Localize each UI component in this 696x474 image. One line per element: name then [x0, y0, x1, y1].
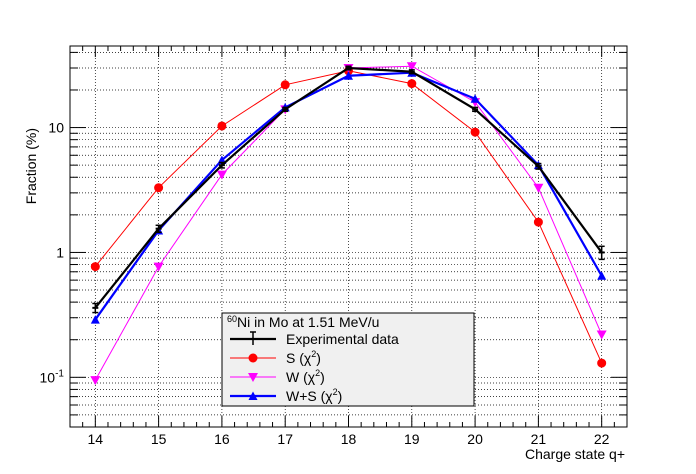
legend-marker [248, 353, 258, 363]
data-point [280, 80, 290, 90]
legend-label-main: Experimental data [286, 331, 399, 347]
y-tick-mantissa: 1 [56, 244, 64, 260]
legend-box [221, 312, 475, 407]
data-point [90, 262, 100, 272]
legend-label-superscript: 2 [311, 349, 316, 359]
legend-label-close: ) [316, 350, 321, 366]
data-point [153, 262, 164, 272]
series-0 [92, 65, 605, 314]
legend-entry: S (χ2) [230, 349, 321, 366]
x-tick-label: 21 [531, 431, 547, 447]
x-axis-title: Charge state q+ [525, 446, 625, 462]
legend-label: Experimental data [286, 331, 399, 347]
legend-label-superscript: 2 [315, 368, 320, 378]
y-tick-mantissa: 10 [40, 369, 56, 385]
data-point [470, 127, 480, 137]
data-point [597, 358, 607, 368]
legend-label: W+S (χ2) [286, 387, 342, 404]
legend-label-main: W (χ [286, 369, 316, 385]
data-point [344, 71, 353, 80]
data-point [407, 79, 417, 89]
legend-entry: W (χ2) [230, 368, 325, 385]
x-tick-label: 19 [404, 431, 420, 447]
y-tick-label: 10-1 [40, 368, 65, 385]
data-point [406, 62, 417, 72]
y-tick-label: 1 [56, 244, 64, 260]
legend-label-main: S (χ [286, 350, 312, 366]
legend-label-superscript: 2 [333, 387, 338, 397]
legend-title-text: Ni in Mo at 1.51 MeV/u [237, 314, 379, 330]
legend-label: S (χ2) [286, 349, 321, 366]
y-tick-mantissa: 10 [48, 120, 64, 136]
x-tick-label: 16 [214, 431, 230, 447]
x-tick-label: 22 [594, 431, 610, 447]
legend-label-close: ) [320, 369, 325, 385]
data-point [216, 170, 227, 180]
y-tick-exponent: -1 [55, 368, 64, 379]
x-tick-label: 17 [277, 431, 293, 447]
x-tick-label: 20 [467, 431, 483, 447]
series-group [90, 62, 607, 386]
data-point [533, 217, 543, 227]
y-tick-label: 10 [48, 120, 64, 136]
data-point [597, 271, 607, 280]
legend-title: 60Ni in Mo at 1.51 MeV/u [227, 314, 379, 330]
data-point [533, 183, 544, 193]
legend-label: W (χ2) [286, 368, 325, 385]
y-axis-title: Fraction (%) [23, 128, 39, 204]
data-point [90, 376, 101, 386]
legend-entry: W+S (χ2) [230, 387, 342, 404]
legend-title-superscript: 60 [227, 314, 237, 324]
x-tick-label: 15 [151, 431, 167, 447]
legend-label-close: ) [338, 388, 343, 404]
data-point [154, 183, 164, 193]
data-point [90, 315, 100, 324]
legend-label-main: W+S (χ [286, 388, 333, 404]
legend-marker [248, 391, 258, 400]
legend-marker [248, 373, 258, 382]
data-point [470, 94, 480, 103]
legend-entry: Experimental data [230, 331, 399, 347]
x-tick-label: 14 [88, 431, 104, 447]
x-tick-label: 18 [341, 431, 357, 447]
legend: 60Ni in Mo at 1.51 MeV/u Experimental da… [221, 312, 475, 407]
data-point [217, 121, 227, 131]
data-point [596, 330, 607, 340]
